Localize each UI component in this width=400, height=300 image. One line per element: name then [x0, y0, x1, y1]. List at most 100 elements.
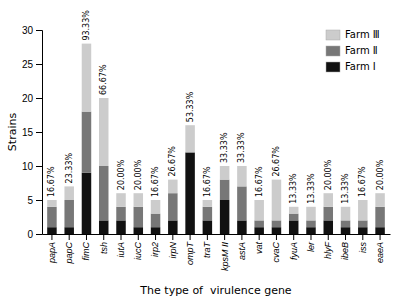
bar — [99, 98, 108, 166]
tick-label: 25 — [22, 59, 34, 70]
tick: 0 — [27, 229, 42, 240]
legend-label: Farm Ⅰ — [345, 61, 376, 72]
annotation: 20.00% — [324, 159, 333, 190]
tick: fimC — [81, 234, 91, 261]
tick: iss — [358, 234, 368, 253]
tick-label: fimC — [81, 242, 91, 261]
tick-mark — [69, 234, 70, 240]
tick-label: 5 — [27, 195, 33, 206]
annotation: 16.67% — [47, 166, 56, 197]
tick: traT — [202, 234, 212, 258]
legend-label: Farm Ⅲ — [345, 29, 380, 40]
tick-label: iutA — [116, 242, 126, 258]
series — [47, 112, 385, 228]
bar — [47, 200, 56, 207]
annotation: 33.33% — [237, 132, 246, 163]
tick-mark — [36, 166, 42, 167]
tick-mark — [36, 64, 42, 65]
bar — [47, 207, 56, 227]
bar — [324, 193, 333, 207]
bar — [341, 207, 350, 221]
tick: papA — [47, 234, 57, 264]
annotation: 13.33% — [341, 173, 350, 204]
bars — [47, 44, 385, 234]
bar — [47, 227, 56, 234]
tick: ler — [306, 234, 316, 252]
bar — [134, 193, 143, 207]
tick-label: ibeB — [340, 242, 350, 260]
tick-mark — [36, 132, 42, 133]
tick-mark — [207, 234, 208, 240]
tick: kpsM II — [220, 234, 230, 271]
x-axis-title: The type of virulence gene — [139, 284, 292, 297]
tick-label: fyuA — [289, 242, 299, 260]
tick-label: hlyF — [323, 242, 333, 260]
series — [47, 44, 385, 221]
tick-mark — [103, 234, 104, 240]
annotation: 20.00% — [117, 159, 126, 190]
tick-label: astA — [237, 242, 247, 260]
tick-label: cvaC — [271, 242, 281, 263]
tick: iucC — [133, 234, 143, 260]
bar — [289, 207, 298, 214]
tick-mark — [241, 234, 242, 240]
bar — [82, 112, 91, 173]
tick: 25 — [22, 59, 42, 70]
tick-label: traT — [202, 241, 212, 259]
bar — [254, 200, 263, 220]
annotation: 20.00% — [376, 159, 385, 190]
legend-item: Farm Ⅱ — [326, 45, 378, 56]
annotation: 16.67% — [151, 166, 160, 197]
bar — [99, 166, 108, 220]
tick-mark — [155, 234, 156, 240]
legend-swatch — [326, 46, 340, 56]
tick-label: 15 — [22, 127, 34, 138]
tick-label: 0 — [27, 229, 33, 240]
annotation: 16.67% — [203, 166, 212, 197]
tick-label: 30 — [22, 25, 34, 36]
bar — [116, 207, 125, 221]
bar — [272, 180, 281, 221]
tick-mark — [172, 234, 173, 240]
tick: ompT — [185, 234, 195, 265]
tick-mark — [51, 234, 52, 240]
bar — [134, 207, 143, 227]
tick-mark — [36, 98, 42, 99]
tick: papC — [64, 234, 74, 265]
bar — [324, 220, 333, 234]
tick-mark — [293, 234, 294, 240]
annotations: 16.67%23.33%93.33%66.67%20.00%20.00%16.6… — [47, 10, 384, 204]
tick: 30 — [22, 25, 42, 36]
bar — [116, 220, 125, 234]
tick: 20 — [22, 93, 42, 104]
y-axis-title: Strains — [6, 113, 19, 152]
bar — [375, 207, 384, 227]
bar — [324, 207, 333, 221]
bar — [203, 220, 212, 234]
annotation: 93.33% — [82, 10, 91, 41]
tick-label: iucC — [133, 242, 143, 261]
tick: hlyF — [323, 234, 333, 259]
tick-mark — [86, 234, 87, 240]
bar — [82, 173, 91, 234]
tick-label: eaeA — [375, 242, 385, 263]
bar — [82, 44, 91, 112]
bar — [203, 207, 212, 221]
tick-label: papC — [64, 241, 74, 264]
tick: iutA — [116, 234, 126, 258]
tick-mark — [121, 234, 122, 240]
bar — [289, 214, 298, 221]
tick-label: irp2 — [150, 242, 160, 257]
bar — [116, 193, 125, 207]
tick: ibeB — [340, 234, 350, 260]
annotation: 26.67% — [168, 146, 177, 177]
bar — [64, 200, 73, 227]
bar — [99, 220, 108, 234]
tick: cvaC — [271, 234, 281, 263]
annotation: 53.33% — [186, 91, 195, 122]
bar — [237, 166, 246, 186]
tick-mark — [310, 234, 311, 240]
tick-mark — [259, 234, 260, 240]
tick-label: papA — [47, 242, 57, 264]
tick-label: 10 — [22, 161, 34, 172]
